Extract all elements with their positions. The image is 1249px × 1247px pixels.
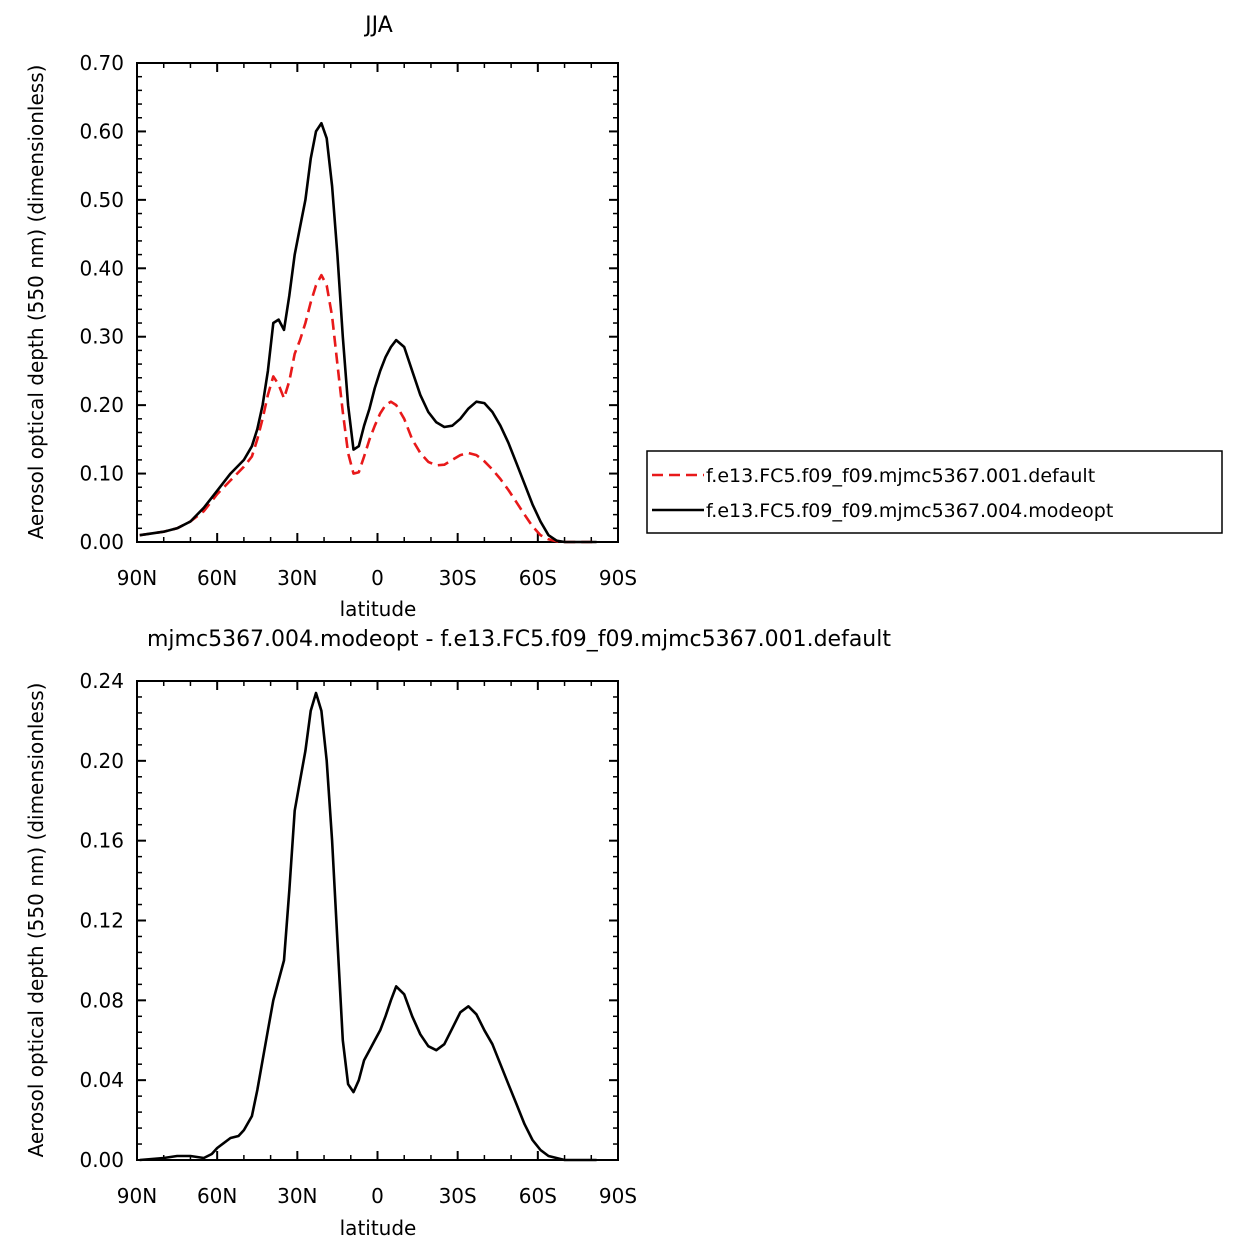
series-line-0-0 (139, 273, 597, 544)
y-tick-label: 0.24 (79, 669, 124, 693)
bottom-axis-ticks (136, 680, 619, 1161)
bottom-y-tick-labels: 0.00 0.04 0.08 0.12 0.16 0.20 0.24 (79, 669, 124, 1172)
bottom-x-axis-label: latitude (340, 1216, 417, 1240)
x-tick-label: 90N (117, 1184, 157, 1208)
x-tick-label: 60S (519, 566, 557, 590)
bottom-plot-frame (136, 680, 619, 1161)
x-tick-label: 60N (197, 1184, 237, 1208)
top-y-tick-labels: 0.00 0.10 0.20 0.30 0.40 0.50 0.60 0.70 (79, 51, 124, 554)
bottom-y-axis-label: Aerosol optical depth (550 nm) (dimensio… (24, 683, 48, 1158)
y-tick-label: 0.20 (79, 393, 124, 417)
x-tick-label: 90N (117, 566, 157, 590)
y-tick-label: 0.50 (79, 188, 124, 212)
x-tick-label: 30S (439, 566, 477, 590)
top-x-axis-label: latitude (340, 597, 417, 621)
x-tick-label: 60S (519, 1184, 557, 1208)
y-tick-label: 0.40 (79, 256, 124, 280)
legend-box (646, 450, 1223, 534)
legend: f.e13.FC5.f09_f09.mjmc5367.001.default f… (646, 450, 1223, 534)
y-tick-label: 0.70 (79, 51, 124, 75)
y-tick-label: 0.20 (79, 749, 124, 773)
top-axis-ticks (136, 62, 619, 543)
series-line-0-1 (139, 121, 597, 544)
top-series-lines (139, 121, 597, 544)
y-tick-label: 0.16 (79, 829, 124, 853)
y-tick-label: 0.08 (79, 988, 124, 1012)
y-tick-label: 0.00 (79, 530, 124, 554)
y-tick-label: 0.10 (79, 462, 124, 486)
bottom-series-lines (139, 691, 597, 1162)
top-plot-frame (136, 62, 619, 543)
y-tick-label: 0.30 (79, 325, 124, 349)
y-tick-label: 0.60 (79, 119, 124, 143)
top-x-tick-labels: 90N 60N 30N 0 30S 60S 90S (117, 566, 637, 590)
x-tick-label: 60N (197, 566, 237, 590)
x-tick-label: 0 (371, 566, 384, 590)
bottom-panel: mjmc5367.004.modeopt - f.e13.FC5.f09_f09… (24, 627, 891, 1240)
x-tick-label: 90S (599, 1184, 637, 1208)
top-panel-title: JJA (363, 13, 393, 38)
y-tick-label: 0.00 (79, 1148, 124, 1172)
x-tick-label: 30S (439, 1184, 477, 1208)
x-tick-label: 0 (371, 1184, 384, 1208)
bottom-panel-title: mjmc5367.004.modeopt - f.e13.FC5.f09_f09… (147, 627, 891, 652)
legend-label-default: f.e13.FC5.f09_f09.mjmc5367.001.default (706, 465, 1095, 487)
legend-label-modeopt: f.e13.FC5.f09_f09.mjmc5367.004.modeopt (706, 500, 1113, 522)
x-tick-label: 90S (599, 566, 637, 590)
series-line-1-0 (139, 691, 597, 1162)
y-tick-label: 0.12 (79, 909, 124, 933)
top-panel: JJA 90N 60N 30N 0 30S 60S 90S 0.00 0.10 0.20 0.30… (24, 13, 1223, 621)
x-tick-label: 30N (277, 1184, 317, 1208)
x-tick-label: 30N (277, 566, 317, 590)
y-tick-label: 0.04 (79, 1068, 124, 1092)
top-y-axis-label: Aerosol optical depth (550 nm) (dimensio… (24, 65, 48, 540)
bottom-x-tick-labels: 90N 60N 30N 0 30S 60S 90S (117, 1184, 637, 1208)
